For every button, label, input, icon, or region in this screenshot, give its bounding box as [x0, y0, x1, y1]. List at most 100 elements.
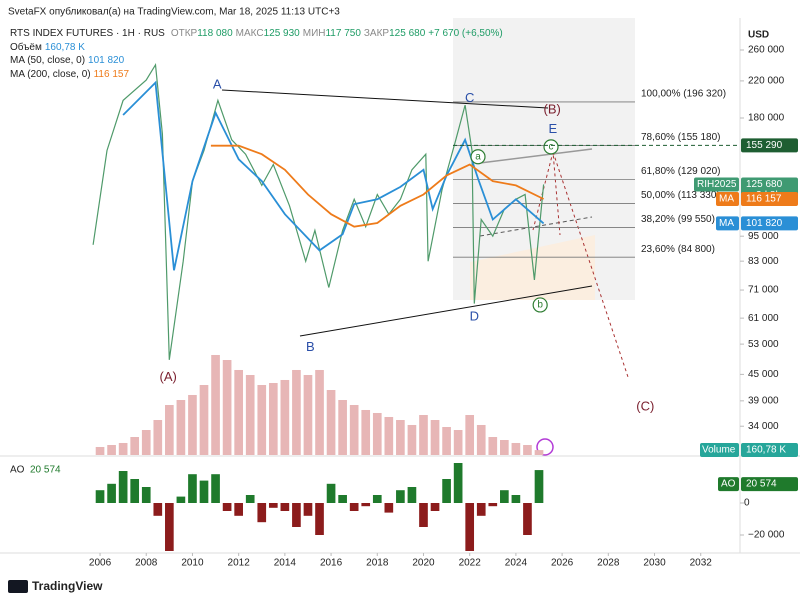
- price-tag: [741, 192, 798, 207]
- channel-line: [479, 148, 593, 164]
- ma-name: MA (50, close, 0): [10, 55, 86, 66]
- trend-line: [221, 89, 549, 109]
- ao-bar: [476, 503, 486, 516]
- y-tick-label: 83 000: [748, 256, 779, 267]
- value-tag-label: 160,78 K: [746, 445, 786, 456]
- ao-bar: [130, 479, 140, 503]
- price-tag-label: 155 290: [746, 140, 783, 151]
- ao-bar: [95, 490, 105, 503]
- volume-bar: [199, 384, 209, 455]
- volume-bar: [315, 369, 324, 455]
- ohlc-value: 125 930: [263, 28, 300, 39]
- x-tick-label: 2028: [597, 558, 620, 569]
- tag-name: AO: [721, 479, 736, 490]
- ao-bar: [268, 503, 278, 508]
- channel-line: [479, 216, 593, 237]
- x-tick-label: 2024: [505, 558, 528, 569]
- author-line: SvetaFX опубликовал(а) на TradingView.co…: [8, 6, 340, 18]
- logo-text: TradingView: [32, 579, 103, 593]
- tag-name-box: [718, 477, 739, 492]
- volume-bar: [292, 369, 301, 455]
- ao-bar: [222, 503, 232, 511]
- ao-bar: [315, 503, 324, 535]
- trend-line: [299, 285, 593, 337]
- x-tick-label: 2018: [366, 558, 389, 569]
- price-tag-name-box: [716, 216, 739, 231]
- change: +7 670 (+6,50%): [428, 28, 503, 39]
- ao-bar: [372, 495, 382, 503]
- tag-name: Volume: [702, 445, 736, 456]
- ao-bar: [534, 470, 544, 503]
- ohlc-label: МАКС: [235, 28, 264, 39]
- price-tag: [741, 138, 798, 153]
- ao-bar: [349, 503, 359, 511]
- ao-bar: [257, 503, 267, 523]
- x-tick-label: 2014: [274, 558, 297, 569]
- legend-row: Объём 160,78 K: [10, 41, 506, 55]
- volume-bar: [453, 430, 463, 455]
- wave-label: (A): [160, 369, 177, 384]
- fib-label: 78,60% (155 180): [641, 132, 721, 143]
- volume-bar: [234, 369, 243, 455]
- volume-bar: [257, 384, 267, 455]
- volume-bar: [534, 450, 544, 455]
- y-tick-label: 180 000: [748, 113, 785, 124]
- legend-row: RTS INDEX FUTURES · 1H · RUS ОТКР118 080 М…: [10, 27, 506, 41]
- volume-bar: [523, 445, 532, 455]
- ao-bar: [396, 490, 405, 503]
- volume-bar: [442, 427, 451, 455]
- price-tag-label: 125 680: [746, 179, 783, 190]
- wave-label: a: [475, 151, 481, 162]
- fib-label: 100,00% (196 320): [641, 89, 726, 100]
- unit: USD: [748, 30, 769, 41]
- ao-bar: [280, 503, 290, 511]
- ohlc-label: ЗАКР: [363, 28, 390, 39]
- volume-bar: [165, 405, 174, 455]
- ao-bar: [465, 503, 475, 551]
- wave-label: C: [465, 90, 474, 105]
- ao-bar: [165, 503, 174, 551]
- ao-bar: [188, 474, 197, 503]
- volume-bar: [222, 360, 232, 455]
- volume-bar: [384, 416, 394, 455]
- value-tag: [741, 443, 798, 457]
- ao-bar: [442, 479, 451, 503]
- ao-bar: [407, 487, 417, 503]
- volume-bar: [419, 415, 428, 455]
- y-tick-label: 260 000: [748, 45, 785, 56]
- x-tick-label: 2020: [412, 558, 435, 569]
- legend-row: MA (50, close, 0) 101 820: [10, 54, 506, 68]
- ohlc-value: 117 750: [325, 28, 361, 39]
- price-tag-name-box: [716, 192, 739, 207]
- legend: RTS INDEX FUTURES · 1H · RUS ОТКР118 080 М…: [10, 27, 506, 81]
- symbol-title: RTS INDEX FUTURES · 1H · RUS: [10, 28, 165, 39]
- y-tick-label: 71 000: [748, 285, 779, 296]
- drawings: [0, 18, 800, 593]
- ohlc-label: МИН: [302, 28, 326, 39]
- ao-bar: [176, 496, 186, 503]
- price-line: [92, 62, 545, 360]
- volume-bar: [476, 424, 486, 455]
- ao-bar: [245, 495, 255, 503]
- ma-value: 101 820: [88, 55, 125, 66]
- wave-label: (B): [543, 101, 560, 116]
- volume-bar: [107, 445, 116, 455]
- volume-title: Объём: [10, 41, 42, 53]
- ao-bar: [153, 503, 163, 516]
- ma-line: [210, 144, 544, 228]
- volume-bar: [511, 442, 521, 455]
- ao-bar: [211, 474, 220, 503]
- x-tick-label: 2032: [690, 558, 713, 569]
- volume-bar: [153, 420, 163, 455]
- pane-title: AO: [10, 465, 25, 476]
- tag-name-box: [700, 443, 739, 457]
- volume-bar: [95, 446, 105, 455]
- ao-bar: [118, 471, 128, 503]
- y-tick-label: −20 000: [748, 530, 785, 541]
- price-tag-name: MA: [719, 194, 734, 205]
- fib-label: 61,80% (129 020): [641, 166, 721, 177]
- ao-bar: [141, 487, 151, 503]
- wave-label: D: [470, 308, 479, 323]
- volume-bar: [141, 430, 151, 455]
- volume-bar: [372, 412, 382, 455]
